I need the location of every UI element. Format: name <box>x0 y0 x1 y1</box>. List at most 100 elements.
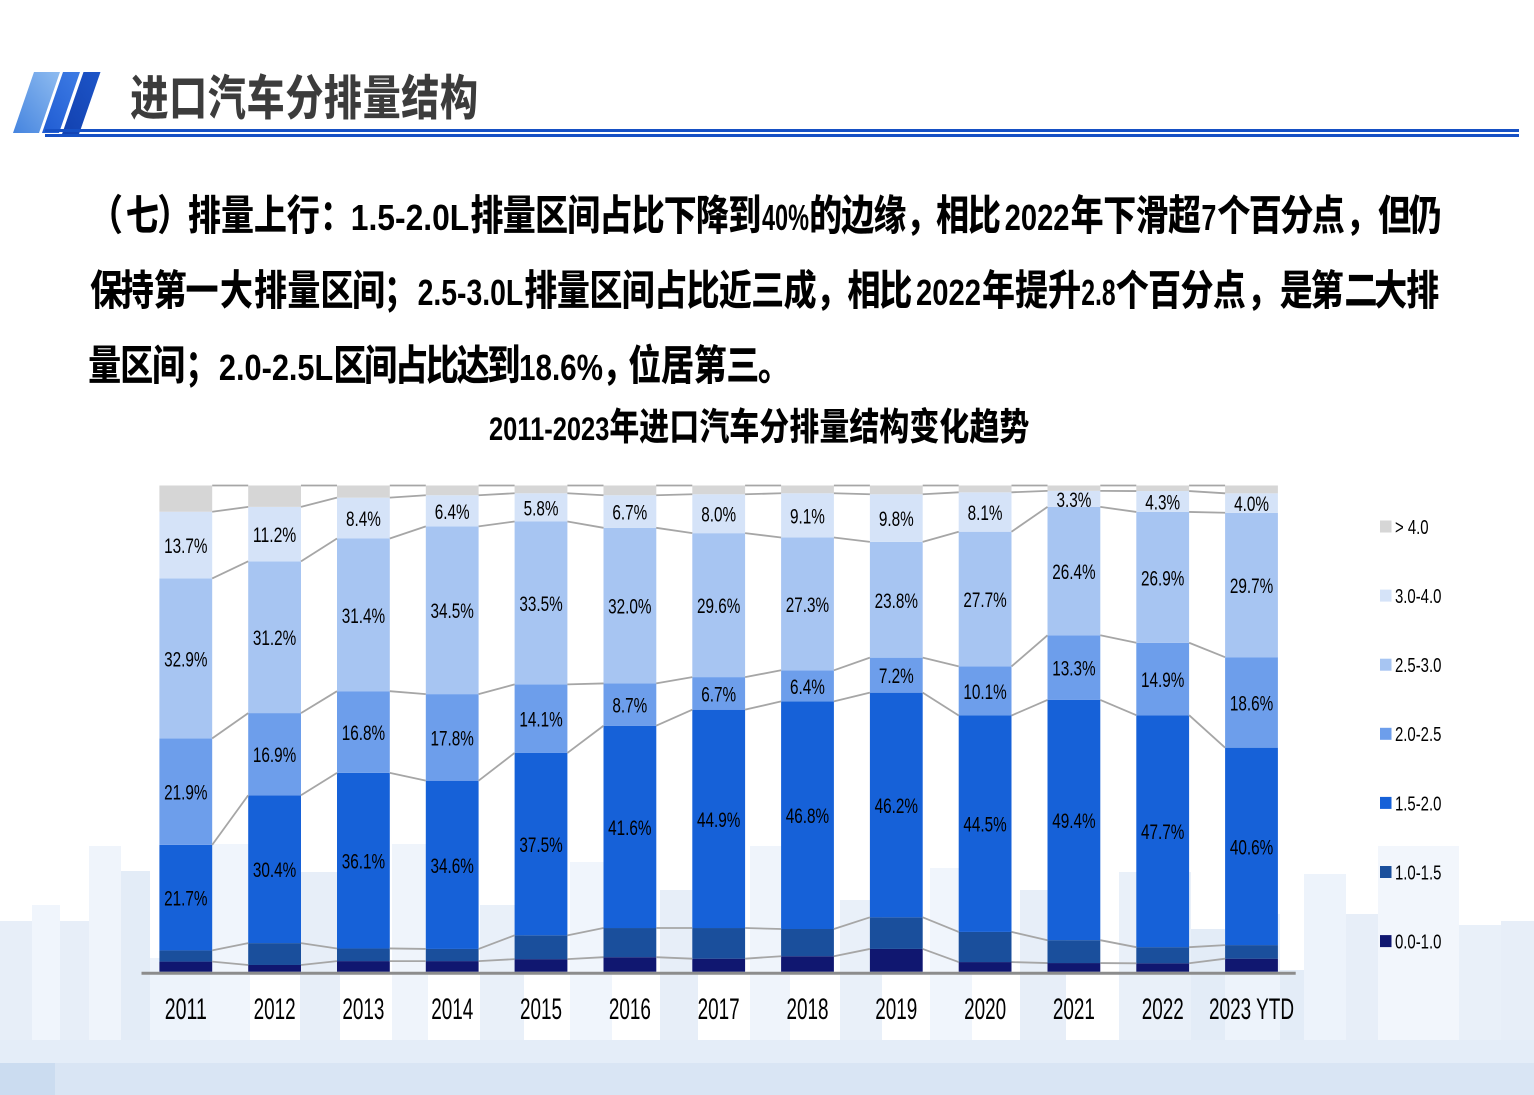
svg-text:34.6%: 34.6% <box>431 855 475 878</box>
svg-text:33.5%: 33.5% <box>519 593 563 616</box>
svg-text:，: ， <box>1346 181 1379 242</box>
svg-text:相比: 相比 <box>936 181 1001 242</box>
svg-text:2011: 2011 <box>165 992 207 1025</box>
svg-text:7: 7 <box>1201 198 1216 238</box>
svg-text:年提升: 年提升 <box>982 256 1081 317</box>
svg-text:10.1%: 10.1% <box>963 681 1007 704</box>
svg-text:2017: 2017 <box>698 992 740 1025</box>
svg-text:6.7%: 6.7% <box>701 684 736 707</box>
svg-text:26.4%: 26.4% <box>1052 561 1096 584</box>
svg-text:2011-2023: 2011-2023 <box>489 412 609 448</box>
svg-text:相比: 相比 <box>847 256 912 317</box>
svg-text:排量区间占比近三成: 排量区间占比近三成 <box>524 256 816 317</box>
svg-text:3.3%: 3.3% <box>1056 489 1091 512</box>
svg-text:27.3%: 27.3% <box>786 594 830 617</box>
svg-text:6.7%: 6.7% <box>612 502 647 525</box>
svg-text:，: ， <box>1247 256 1280 317</box>
svg-text:41.6%: 41.6% <box>608 817 652 840</box>
svg-text:8.4%: 8.4% <box>346 508 381 531</box>
svg-text:2022: 2022 <box>1005 198 1070 238</box>
svg-text:21.7%: 21.7% <box>164 888 208 911</box>
svg-text:0.0-1.0: 0.0-1.0 <box>1395 930 1441 953</box>
svg-text:2015: 2015 <box>520 992 562 1025</box>
svg-text:40.6%: 40.6% <box>1230 837 1274 860</box>
svg-text:年下滑超: 年下滑超 <box>1071 181 1201 242</box>
svg-text:排量区间占比下降到: 排量区间占比下降到 <box>471 181 762 242</box>
svg-text:进口汽车分排量结构: 进口汽车分排量结构 <box>130 58 478 129</box>
svg-text:11.2%: 11.2% <box>253 524 297 547</box>
svg-text:2.0-2.5L: 2.0-2.5L <box>219 348 333 388</box>
svg-text:8.7%: 8.7% <box>612 695 647 718</box>
svg-text:1.5-2.0L: 1.5-2.0L <box>351 198 469 238</box>
svg-text:个百分点: 个百分点 <box>1116 256 1246 317</box>
svg-text:18.6%: 18.6% <box>1230 693 1274 716</box>
svg-text:2022: 2022 <box>1142 992 1184 1025</box>
svg-text:29.6%: 29.6% <box>697 595 741 618</box>
svg-text:2023 YTD: 2023 YTD <box>1209 992 1294 1025</box>
svg-text:23.8%: 23.8% <box>875 590 919 613</box>
svg-text:5.8%: 5.8% <box>524 498 559 521</box>
svg-text:9.1%: 9.1% <box>790 506 825 529</box>
svg-text:37.5%: 37.5% <box>519 834 563 857</box>
svg-text:8.1%: 8.1% <box>968 502 1003 525</box>
svg-text:36.1%: 36.1% <box>342 851 386 874</box>
svg-text:31.2%: 31.2% <box>253 627 297 650</box>
svg-text:4.3%: 4.3% <box>1145 492 1180 515</box>
svg-text:：: ： <box>320 181 353 242</box>
svg-text:18.6%: 18.6% <box>519 348 603 388</box>
svg-text:1.5-2.0: 1.5-2.0 <box>1395 791 1441 814</box>
svg-text:，: ， <box>816 256 849 317</box>
svg-text:32.0%: 32.0% <box>608 596 652 619</box>
svg-text:；: ； <box>185 331 218 392</box>
svg-text:是第二大排: 是第二大排 <box>1280 256 1439 317</box>
svg-text:，: ， <box>602 331 635 392</box>
svg-text:13.7%: 13.7% <box>164 535 208 558</box>
svg-text:2013: 2013 <box>342 992 384 1025</box>
svg-text:27.7%: 27.7% <box>963 589 1007 612</box>
svg-text:2012: 2012 <box>254 992 296 1025</box>
svg-text:2021: 2021 <box>1053 992 1095 1025</box>
svg-text:位居第三: 位居第三 <box>628 331 759 392</box>
svg-text:21.9%: 21.9% <box>164 782 208 805</box>
svg-text:16.8%: 16.8% <box>342 722 386 745</box>
svg-text:量区间: 量区间 <box>88 331 185 392</box>
svg-text:2020: 2020 <box>964 992 1006 1025</box>
svg-text:；: ； <box>384 256 417 317</box>
svg-text:6.4%: 6.4% <box>435 501 470 524</box>
svg-text:13.3%: 13.3% <box>1052 658 1096 681</box>
svg-text:2016: 2016 <box>609 992 651 1025</box>
svg-text:个百分点: 个百分点 <box>1217 181 1345 242</box>
svg-text:14.9%: 14.9% <box>1141 669 1185 692</box>
svg-text:49.4%: 49.4% <box>1052 810 1096 833</box>
svg-text:34.5%: 34.5% <box>431 600 475 623</box>
svg-text:8.0%: 8.0% <box>701 504 736 527</box>
svg-text:2018: 2018 <box>786 992 828 1025</box>
svg-text:3.0-4.0: 3.0-4.0 <box>1395 584 1441 607</box>
svg-text:2019: 2019 <box>875 992 917 1025</box>
svg-text:2.0-2.5: 2.0-2.5 <box>1395 722 1441 745</box>
svg-text:14.1%: 14.1% <box>519 709 563 732</box>
svg-text:的边缘: 的边缘 <box>809 181 906 242</box>
svg-text:年进口汽车分排量结构变化趋势: 年进口汽车分排量结构变化趋势 <box>609 396 1029 452</box>
svg-text:2014: 2014 <box>431 992 473 1025</box>
svg-text:29.7%: 29.7% <box>1230 575 1274 598</box>
svg-text:6.4%: 6.4% <box>790 676 825 699</box>
svg-text:46.8%: 46.8% <box>786 805 830 828</box>
svg-text:9.8%: 9.8% <box>879 508 914 531</box>
svg-text:40%: 40% <box>762 198 809 238</box>
svg-text:46.2%: 46.2% <box>875 795 919 818</box>
svg-text:（七）: （七） <box>90 181 191 242</box>
svg-text:区间占比达到: 区间占比达到 <box>333 331 520 392</box>
svg-text:7.2%: 7.2% <box>879 665 914 688</box>
svg-text:17.8%: 17.8% <box>431 728 475 751</box>
svg-text:44.5%: 44.5% <box>963 814 1007 837</box>
svg-text:保持第一大排量区间: 保持第一大排量区间 <box>90 256 385 317</box>
svg-text:47.7%: 47.7% <box>1141 821 1185 844</box>
svg-text:32.9%: 32.9% <box>164 649 208 672</box>
svg-text:。: 。 <box>758 331 791 392</box>
svg-text:1.0-1.5: 1.0-1.5 <box>1395 861 1441 884</box>
svg-text:2.5-3.0: 2.5-3.0 <box>1395 653 1441 676</box>
svg-text:44.9%: 44.9% <box>697 809 741 832</box>
svg-text:26.9%: 26.9% <box>1141 568 1185 591</box>
svg-text:2.5-3.0L: 2.5-3.0L <box>418 273 524 313</box>
